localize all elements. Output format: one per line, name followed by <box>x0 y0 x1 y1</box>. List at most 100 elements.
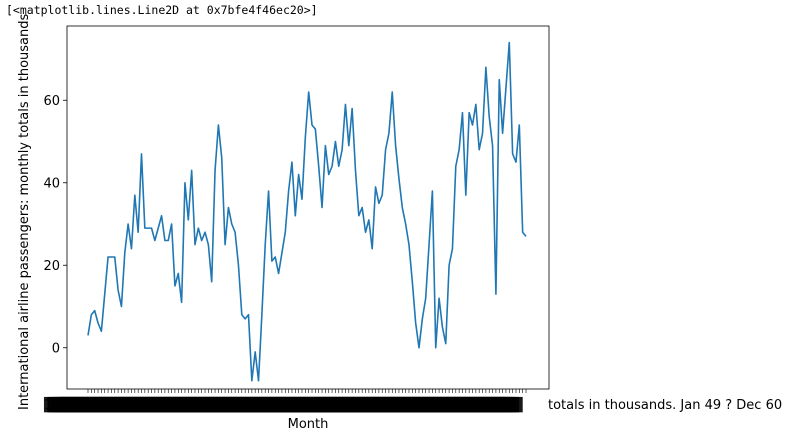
x-tick-label-overlap: ██ <box>313 396 335 413</box>
x-tick-label-overlap: ██ <box>82 396 104 413</box>
x-tick-label-overlap: ██ <box>176 396 198 413</box>
x-tick-label-overlap: ██ <box>498 396 520 413</box>
cell-output-text: [<matplotlib.lines.Line2D at 0x7bfe4f46e… <box>6 3 318 17</box>
x-tick-label-overlap: ██ <box>390 396 412 413</box>
x-tick-label-overlap: ██ <box>302 396 324 413</box>
x-tick-label-overlap: ██ <box>418 396 440 413</box>
x-tick-label-overlap: ██ <box>236 396 258 413</box>
x-tick-label-overlap: ██ <box>113 396 135 413</box>
x-tick-label-overlap: ██ <box>190 396 212 413</box>
x-tick-label-overlap: ██ <box>141 396 163 413</box>
x-tick-label-overlap: ██ <box>397 396 419 413</box>
x-tick-label-overlap: ██ <box>124 396 146 413</box>
x-tick-label-overlap: ██ <box>239 396 261 413</box>
x-tick-label-overlap: ██ <box>180 396 202 413</box>
x-tick-label-overlap: ██ <box>222 396 244 413</box>
y-tick-label: 20 <box>43 259 60 274</box>
x-tick-label-overlap: ██ <box>92 396 114 413</box>
x-tick-label-overlap: ██ <box>271 396 293 413</box>
x-tick-label-overlap: ██ <box>414 396 436 413</box>
x-axis-ticks: ████████████████████████████████████████… <box>43 389 527 413</box>
x-tick-label-overlap: ██ <box>50 396 72 413</box>
x-tick-label-overlap: ██ <box>71 396 93 413</box>
x-tick-label-overlap: ██ <box>225 396 247 413</box>
x-tick-label-overlap: ██ <box>309 396 331 413</box>
x-tick-label-overlap: ██ <box>481 396 503 413</box>
x-tick-label-overlap: ██ <box>467 396 489 413</box>
x-tick-label-overlap: ██ <box>379 396 401 413</box>
x-tick-label-overlap: ██ <box>484 396 506 413</box>
x-tick-label-overlap: ██ <box>502 396 524 413</box>
x-tick-label-overlap: ██ <box>372 396 394 413</box>
x-tick-label-overlap: ██ <box>362 396 384 413</box>
x-tick-label-overlap: ██ <box>292 396 314 413</box>
x-tick-label-overlap: ██ <box>477 396 499 413</box>
x-tick-label-overlap: ██ <box>281 396 303 413</box>
x-tick-label-last: totals in thousands. Jan 49 ? Dec 60 <box>548 398 782 413</box>
x-tick-label-overlap: ██ <box>295 396 317 413</box>
x-tick-label-overlap: ██ <box>351 396 373 413</box>
x-tick-label-overlap: ██ <box>456 396 478 413</box>
x-tick-label-overlap: ██ <box>155 396 177 413</box>
x-tick-label-overlap: ██ <box>488 396 510 413</box>
x-tick-label-overlap: ██ <box>197 396 219 413</box>
x-tick-label-overlap: ██ <box>257 396 279 413</box>
x-tick-label-overlap: ██ <box>460 396 482 413</box>
x-tick-label-overlap: ██ <box>99 396 121 413</box>
x-tick-label-overlap: ██ <box>187 396 209 413</box>
x-tick-label-overlap: ██ <box>285 396 307 413</box>
x-tick-label-overlap: ██ <box>218 396 240 413</box>
x-tick-label-overlap: ██ <box>369 396 391 413</box>
x-tick-label-overlap: ██ <box>89 396 111 413</box>
x-tick-label-overlap: ██ <box>267 396 289 413</box>
x-tick-label-overlap: ██ <box>435 396 457 413</box>
x-tick-label-overlap: ██ <box>103 396 125 413</box>
x-tick-label-overlap: ██ <box>211 396 233 413</box>
x-tick-label-overlap: ██ <box>376 396 398 413</box>
x-tick-label-overlap: ██ <box>61 396 83 413</box>
x-tick-label-overlap: ██ <box>57 396 79 413</box>
x-tick-label-overlap: ██ <box>204 396 226 413</box>
x-tick-label-overlap: ██ <box>243 396 265 413</box>
x-tick-label-overlap: ██ <box>355 396 377 413</box>
x-tick-label-overlap: ██ <box>159 396 181 413</box>
x-tick-label-overlap: ██ <box>386 396 408 413</box>
x-tick-label-overlap: ██ <box>117 396 139 413</box>
x-tick-label-overlap: ██ <box>470 396 492 413</box>
x-tick-label-overlap: ██ <box>148 396 170 413</box>
x-tick-label-overlap: ██ <box>421 396 443 413</box>
x-tick-label-overlap: ██ <box>232 396 254 413</box>
x-tick-label-overlap: ██ <box>201 396 223 413</box>
x-tick-label-overlap: ██ <box>54 396 76 413</box>
x-tick-label-overlap: ██ <box>264 396 286 413</box>
x-tick-label-overlap: ██ <box>208 396 230 413</box>
x-tick-label-overlap: ██ <box>215 396 237 413</box>
x-tick-label-overlap: ██ <box>68 396 90 413</box>
x-tick-label-overlap: ██ <box>110 396 132 413</box>
x-tick-label-overlap: ██ <box>246 396 268 413</box>
x-tick-label-overlap: ██ <box>425 396 447 413</box>
x-tick-label-overlap: ██ <box>463 396 485 413</box>
x-tick-label-overlap: ██ <box>260 396 282 413</box>
x-tick-label-overlap: ██ <box>337 396 359 413</box>
x-tick-label-overlap: ██ <box>173 396 195 413</box>
y-tick-label: 0 <box>52 341 60 356</box>
x-tick-label-overlap: ██ <box>43 396 65 413</box>
y-tick-label: 40 <box>43 176 60 191</box>
x-tick-label-overlap: ██ <box>131 396 153 413</box>
x-tick-label-overlap: ██ <box>407 396 429 413</box>
x-tick-label-overlap: ██ <box>288 396 310 413</box>
x-tick-label-overlap: ██ <box>96 396 118 413</box>
y-axis-label: International airline passengers: monthl… <box>17 13 32 410</box>
x-tick-label-overlap: ██ <box>274 396 296 413</box>
x-tick-label-overlap: ██ <box>229 396 251 413</box>
x-tick-label-overlap: ██ <box>449 396 471 413</box>
x-tick-label-overlap: ██ <box>145 396 167 413</box>
x-tick-label-overlap: ██ <box>442 396 464 413</box>
x-tick-label-overlap: ██ <box>134 396 156 413</box>
series-line <box>87 41 527 382</box>
x-tick-label-overlap: ██ <box>358 396 380 413</box>
x-tick-label-overlap: ██ <box>330 396 352 413</box>
x-tick-label-overlap: ██ <box>365 396 387 413</box>
